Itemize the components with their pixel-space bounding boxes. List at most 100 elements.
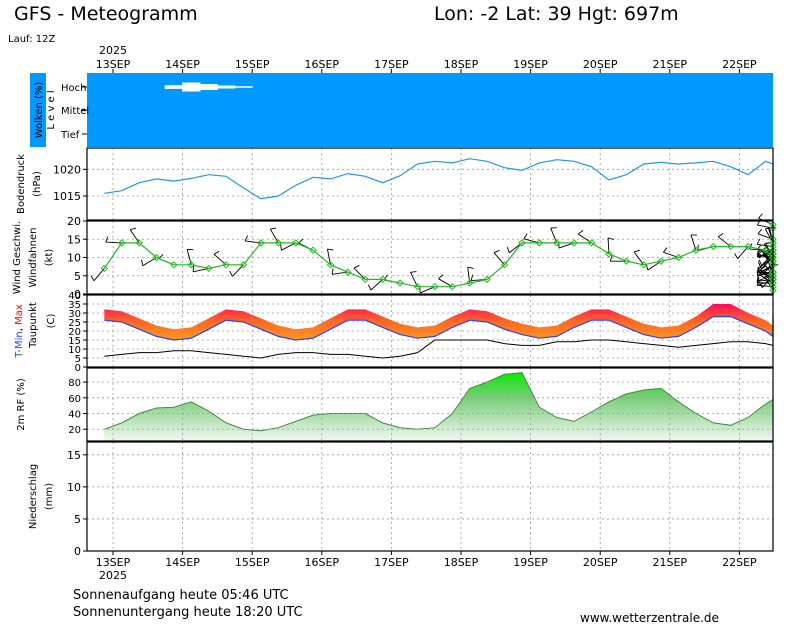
y-tick-label: 10 [67, 481, 81, 494]
wind-panel: 0 5 10 15 20 Wind Geschwi. Windfahnen (kt) [12, 213, 779, 301]
temperature-unit-0: (C) [46, 314, 57, 329]
humidity-label-0: 2m RF (%) [16, 378, 27, 431]
wind-sublabel-0: Windfahnen [28, 228, 39, 288]
panel-frame [86, 147, 774, 221]
x-tick-label-bottom: 22SEP [722, 556, 757, 569]
wind-speed-point [726, 242, 735, 251]
wind-barb-flag [757, 269, 759, 277]
wind-speed-point [622, 257, 631, 265]
wind-barb-flag [438, 274, 444, 280]
pressure-line [104, 158, 774, 207]
wind-speed-point [518, 239, 526, 247]
wind-speed-point [535, 239, 544, 247]
wind-speed-point [483, 275, 491, 284]
wind-barb-flag [523, 233, 528, 240]
chart-title: GFS - Meteogramm [14, 3, 198, 25]
y-tick-label: 20 [68, 425, 81, 436]
wind-speed-point [326, 261, 335, 269]
x-tick-label-top: 14SEP [165, 58, 200, 71]
y-tick-label: 40 [68, 410, 81, 421]
wind-barb [493, 252, 505, 266]
wind-barb-flag [244, 235, 249, 242]
x-tick-label-top: 20SEP [583, 58, 618, 71]
y-tick-label: 20 [67, 215, 81, 228]
wind-barb-flag [331, 268, 334, 275]
wind-barb-flag [734, 253, 738, 259]
wind-barb-flag [760, 265, 766, 270]
wind-barb-flag [663, 247, 668, 253]
x-axis: 13SEP 13SEP 14SEP 14SEP 15SEP 15SEP 16SEP 16SEP… [96, 58, 757, 569]
wind-barb-flag [758, 282, 763, 288]
wind-barb-flag [764, 274, 771, 278]
wind-barb [509, 242, 523, 254]
y-tick-label: 30 [68, 309, 81, 320]
wind-barb-flag [105, 236, 109, 243]
site-credit[interactable]: www.wetterzentrale.de [580, 611, 719, 625]
wind-barb-flag [192, 265, 195, 272]
wind-barb-flag [757, 267, 761, 274]
cloud-level-sublabel: L e v e l [46, 90, 57, 129]
tmax-label: Max [14, 304, 25, 325]
wind-speed-point [274, 239, 283, 247]
x-tick-label-bottom: 14SEP [165, 556, 200, 569]
pressure-label-0: Bodendruck [16, 154, 27, 214]
wind-speed-point [639, 261, 648, 269]
wind-barb [370, 279, 384, 291]
humidity-panel: 20 40 60 80 2m RF (%) [16, 367, 774, 442]
y-tick-label: 40 [68, 291, 81, 302]
wind-speed-point [761, 246, 770, 254]
wind-speed-point [291, 239, 300, 247]
y-tick-label: 25 [68, 318, 81, 329]
wind-barb-flag [506, 246, 510, 253]
y-tick-label: 5 [74, 513, 81, 526]
wind-speed-point [222, 261, 230, 269]
year-bottom: 2025 [99, 569, 127, 582]
wind-speed-point [239, 261, 248, 269]
x-tick-label-top: 15SEP [235, 58, 270, 71]
wind-speed-point [100, 264, 109, 273]
x-tick-label-top: 18SEP [444, 58, 479, 71]
wind-speed-point [170, 261, 178, 269]
y-tick-label: 10 [68, 345, 81, 356]
x-tick-label-bottom: 16SEP [305, 556, 340, 569]
wind-barb-flag [213, 250, 220, 255]
wind-barb-flag [756, 276, 760, 283]
wind-barb-flag [327, 248, 334, 251]
wind-barb-flag [758, 213, 763, 219]
wind-barb-flag [90, 275, 95, 281]
sunset-text: Sonnenuntergang heute 18:20 UTC [73, 605, 303, 620]
wind-speed-point [135, 239, 143, 247]
wind-barb [737, 246, 749, 259]
wind-speed-point [587, 239, 596, 247]
wind-speed-point [431, 282, 439, 291]
temperature-band [104, 302, 774, 340]
x-tick-label-bottom: 18SEP [444, 556, 479, 569]
wind-barb [232, 264, 244, 277]
cloud-level-label-2: Tief [60, 130, 80, 141]
wind-speed-point [657, 257, 665, 265]
wind-barb-flag [298, 238, 304, 244]
temperature-label: T-Min, Max [14, 304, 25, 359]
y-tick-label: 20 [68, 327, 81, 338]
x-tick-label-top: 19SEP [513, 58, 548, 71]
wind-barb [761, 257, 774, 269]
x-tick-label-top: 21SEP [653, 58, 688, 71]
wind-speed-point [570, 239, 578, 247]
pressure-panel: 1015 1020 Bodendruck (hPa) [16, 147, 774, 221]
x-tick-label-bottom: 13SEP [96, 556, 131, 569]
wind-speed-point [709, 242, 718, 251]
cloud-cover-high-bar [199, 84, 218, 90]
model-run: Lauf: 12Z [8, 34, 55, 45]
wind-speed-point [448, 282, 457, 291]
wind-barb-flag [577, 229, 584, 235]
panel-frame [86, 367, 774, 442]
pressure-label-1: (hPa) [32, 171, 43, 197]
wind-speed-point [413, 282, 422, 291]
wind-speed-point [744, 242, 752, 251]
precip-label-1: (mm) [44, 483, 55, 510]
wind-speed-point [187, 261, 196, 269]
wind-barb-flag [130, 227, 137, 231]
wind-barb-flag [758, 262, 762, 269]
wind-barb [717, 236, 731, 247]
y-tick-label: 10 [67, 252, 81, 265]
